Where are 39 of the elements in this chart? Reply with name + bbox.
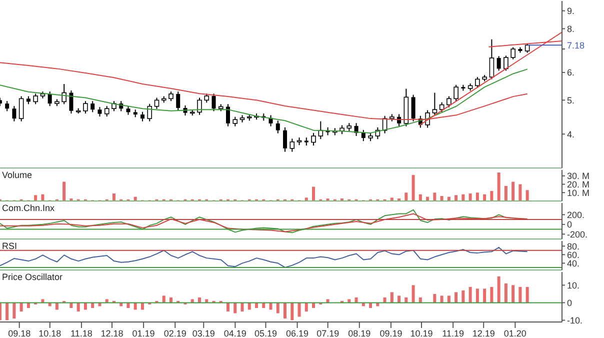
x-tick-label: 11.19 (442, 328, 464, 338)
x-tick-label: 09.19 (380, 328, 402, 338)
chart-title: Volume (2, 170, 32, 180)
y-tick-label: -200. (567, 229, 588, 240)
ref-line-label: 7.18 (567, 40, 585, 50)
chart-title: Com.Chn.Inx (2, 203, 55, 213)
x-tick-label: 03.19 (192, 328, 215, 338)
x-tick-label: 02.19 (164, 328, 186, 338)
y-tick-label: 8. (567, 24, 575, 34)
x-tick-label: 12.18 (100, 328, 124, 338)
x-tick-label: 10.18 (38, 328, 62, 338)
x-tick-label: 09.18 (8, 328, 31, 338)
x-tick-label: 01.20 (504, 328, 526, 338)
y-tick-label: 0 (567, 298, 572, 308)
x-tick-label: 07.19 (316, 328, 340, 338)
y-tick-label: 5. (567, 95, 575, 106)
y-tick-label: 0 (567, 220, 572, 230)
x-tick-label: 04.19 (224, 328, 246, 338)
y-tick-label: 20. M (567, 179, 590, 190)
y-tick-label: 4. (567, 129, 575, 140)
y-tick-label: 6. (567, 68, 575, 78)
chart-title: Price Oscillator (2, 272, 63, 282)
y-tick-label: -10. (567, 315, 583, 326)
chart-title: RSI (2, 241, 18, 251)
y-tick-label: 60. (567, 250, 580, 260)
x-tick-label: 05.19 (254, 328, 277, 338)
y-tick-label: 9. (567, 6, 575, 16)
x-tick-label: 01.19 (132, 328, 155, 338)
x-tick-label: 10.19 (410, 328, 433, 338)
x-tick-label: 11.18 (70, 328, 92, 338)
y-tick-label: 30. M (567, 171, 590, 182)
y-tick-label: 10. (567, 280, 580, 290)
x-tick-label: 08.19 (348, 328, 371, 338)
x-tick-label: 06.19 (286, 328, 309, 338)
y-tick-label: 10. M (567, 188, 590, 198)
x-tick-label: 12.19 (472, 328, 495, 338)
y-tick-label: 40. (567, 258, 580, 268)
y-tick-label: 80. (567, 241, 580, 252)
y-tick-label: 200. (567, 210, 585, 220)
